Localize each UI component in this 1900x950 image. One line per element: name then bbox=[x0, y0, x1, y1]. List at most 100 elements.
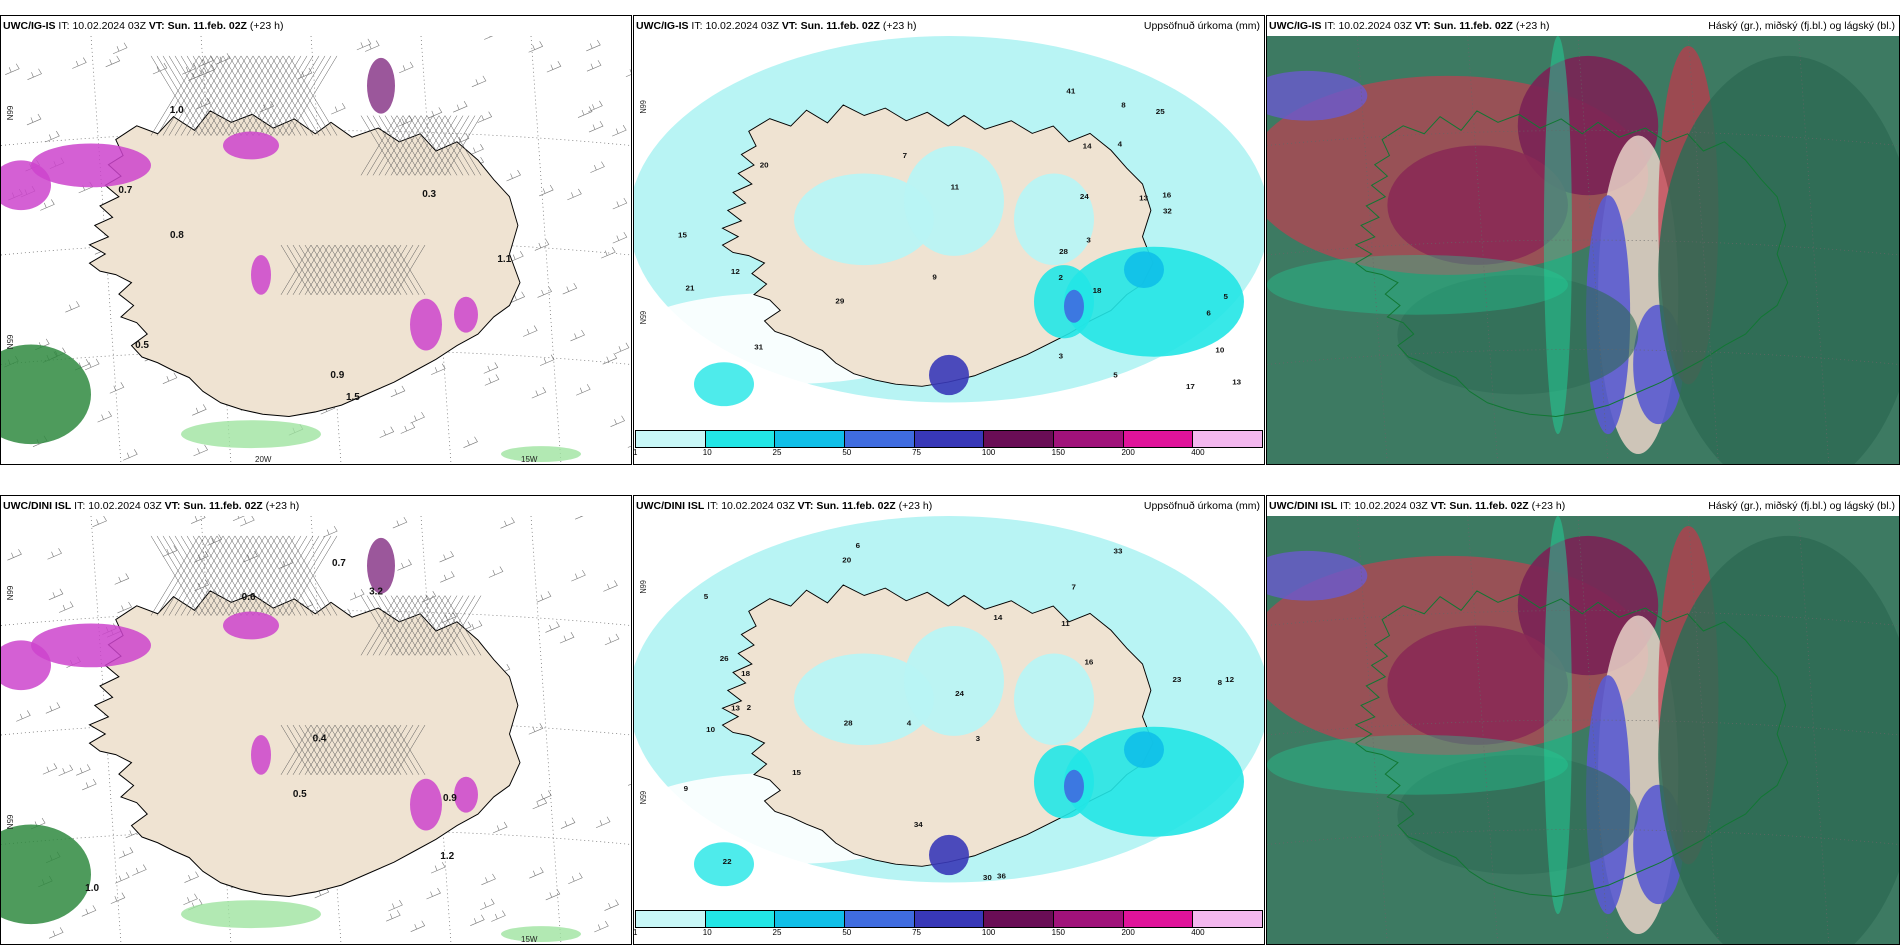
colorbar-tick-label: 10 bbox=[702, 928, 712, 937]
it-value: 10.02.2024 03Z bbox=[721, 500, 795, 512]
colorbar-swatch bbox=[775, 911, 846, 927]
wind-barb bbox=[243, 550, 258, 563]
precip-area bbox=[1124, 731, 1164, 768]
snow-area bbox=[31, 143, 151, 188]
precip-value-label: 16 bbox=[1162, 191, 1171, 200]
vt-label: VT: bbox=[797, 500, 814, 512]
map-title: Háský (gr.), miðský (fj.bl.) og lágský (… bbox=[1708, 20, 1895, 32]
wind-barb bbox=[259, 100, 274, 113]
wind-barb bbox=[612, 197, 628, 210]
snow-value-label: 0.6 bbox=[242, 592, 256, 603]
wind-barb bbox=[539, 184, 554, 197]
precip-value-label: 11 bbox=[1061, 619, 1070, 628]
vt-label: VT: bbox=[148, 20, 165, 32]
wind-barb bbox=[510, 291, 526, 303]
wind-barb bbox=[545, 621, 560, 633]
wind-barb bbox=[612, 125, 627, 137]
vt-value: Sun. 11.feb. 02Z bbox=[1449, 500, 1529, 512]
precip-value-label: 8 bbox=[1121, 101, 1126, 110]
precip-value-label: 36 bbox=[997, 872, 1006, 881]
map-area[interactable]: 1.0 0.9 0.4 0.5 0.6 0.7 1.2 3.2 66N 65N bbox=[1, 516, 631, 944]
map-area[interactable] bbox=[1267, 36, 1899, 464]
map-area[interactable]: 6 7 8 4 3 2 5 11 10 14 24 22 20 28 30 36 34 33 16 15 18 13 12 2… bbox=[634, 516, 1264, 910]
colorbar-swatch bbox=[636, 431, 706, 447]
wind-barb bbox=[132, 864, 147, 876]
iceland bbox=[1354, 110, 1789, 418]
wind-barb bbox=[110, 892, 126, 904]
map-area[interactable]: 2 5 13 6 3 4 16 11 10 5 3 28 21 18 29 17 25 12 8 7 9 15 24 41 32… bbox=[634, 36, 1264, 430]
precip-value-label: 2 bbox=[1058, 273, 1062, 282]
wind-barb bbox=[92, 516, 107, 528]
wind-barb bbox=[529, 867, 544, 879]
wind-barb bbox=[123, 449, 138, 461]
mid-cloud bbox=[1387, 625, 1568, 745]
it-label: IT: bbox=[1324, 20, 1336, 32]
wind-barb bbox=[453, 101, 468, 113]
precip-area bbox=[694, 842, 754, 887]
wind-barb bbox=[537, 790, 552, 802]
wind-barb bbox=[97, 411, 113, 423]
wind-barb bbox=[568, 872, 583, 884]
lead-time: (+23 h) bbox=[882, 20, 917, 32]
wind-barb bbox=[232, 516, 245, 522]
colorbar-swatch bbox=[914, 911, 985, 927]
colorbar-tick-label: 25 bbox=[772, 928, 782, 937]
it-value: 10.02.2024 03Z bbox=[705, 20, 779, 32]
iceland-coastline bbox=[1354, 110, 1789, 418]
snow-value-label: 1.1 bbox=[497, 254, 511, 265]
snow-area bbox=[223, 611, 279, 640]
precip-area bbox=[929, 354, 969, 396]
map-canvas: 6 7 8 4 3 2 5 11 10 14 24 22 20 28 30 36 34 33 16 15 18 13 12 2… bbox=[634, 516, 1264, 910]
precip-value-label: 32 bbox=[1163, 207, 1172, 216]
wind-barb bbox=[58, 764, 74, 777]
wind-barb bbox=[604, 899, 619, 911]
hatched-area bbox=[360, 595, 482, 656]
precip-value-label: 23 bbox=[1172, 675, 1181, 684]
wind-barb bbox=[477, 111, 493, 123]
precip-value-label: 3 bbox=[1059, 352, 1063, 361]
map-area[interactable] bbox=[1267, 516, 1899, 944]
wind-barb bbox=[421, 591, 437, 603]
wind-barb bbox=[470, 914, 485, 926]
snow-area bbox=[367, 57, 395, 114]
wind-barb bbox=[575, 516, 584, 520]
wind-barb bbox=[390, 385, 406, 398]
model-name: UWC/DINI ISL bbox=[3, 500, 72, 512]
precip-value-label: 4 bbox=[1118, 140, 1123, 149]
wind-barb bbox=[484, 374, 500, 386]
precip-value-label: 5 bbox=[704, 592, 709, 601]
snow-value-label: 0.5 bbox=[293, 789, 307, 800]
precip-value-label: 5 bbox=[1113, 371, 1118, 380]
precip-area bbox=[1034, 265, 1094, 339]
vt-label: VT: bbox=[164, 500, 181, 512]
wind-barb bbox=[199, 55, 214, 67]
precip-area bbox=[929, 834, 969, 876]
it-value: 10.02.2024 03Z bbox=[1354, 500, 1428, 512]
wind-barb bbox=[567, 188, 582, 201]
snow-value-label: 1.0 bbox=[170, 105, 184, 116]
snow-value-label: 0.4 bbox=[313, 734, 327, 745]
rain-area bbox=[501, 446, 581, 463]
wind-barb bbox=[72, 57, 87, 69]
precip-value-label: 16 bbox=[1084, 658, 1093, 667]
high-cloud-edge bbox=[1267, 734, 1568, 795]
wind-barb bbox=[603, 580, 618, 592]
wind-barb bbox=[400, 422, 416, 434]
it-label: IT: bbox=[1340, 500, 1352, 512]
precip-area bbox=[1064, 726, 1244, 837]
snow-area bbox=[410, 778, 442, 831]
map-area[interactable]: 1.5 1.0 0.5 0.7 0.3 0.9 1.1 0.8 66N 65N bbox=[1, 36, 631, 464]
wind-barb bbox=[410, 411, 425, 424]
lead-time: (+23 h) bbox=[1531, 500, 1566, 512]
colorbar-ticks: 1 10 25 50 75 100 150 200 400 bbox=[634, 928, 1263, 940]
precip-value-label: 18 bbox=[1093, 286, 1103, 295]
it-value: 10.02.2024 03Z bbox=[88, 500, 162, 512]
wind-barb bbox=[426, 887, 441, 900]
precip-area bbox=[1064, 246, 1244, 357]
high-cloud bbox=[1397, 754, 1639, 875]
precip-value-label: 33 bbox=[1114, 547, 1123, 556]
it-label: IT: bbox=[691, 20, 703, 32]
snow-value-label: 0.7 bbox=[118, 185, 132, 196]
precip-area bbox=[1014, 653, 1094, 746]
wind-barb bbox=[45, 130, 60, 143]
